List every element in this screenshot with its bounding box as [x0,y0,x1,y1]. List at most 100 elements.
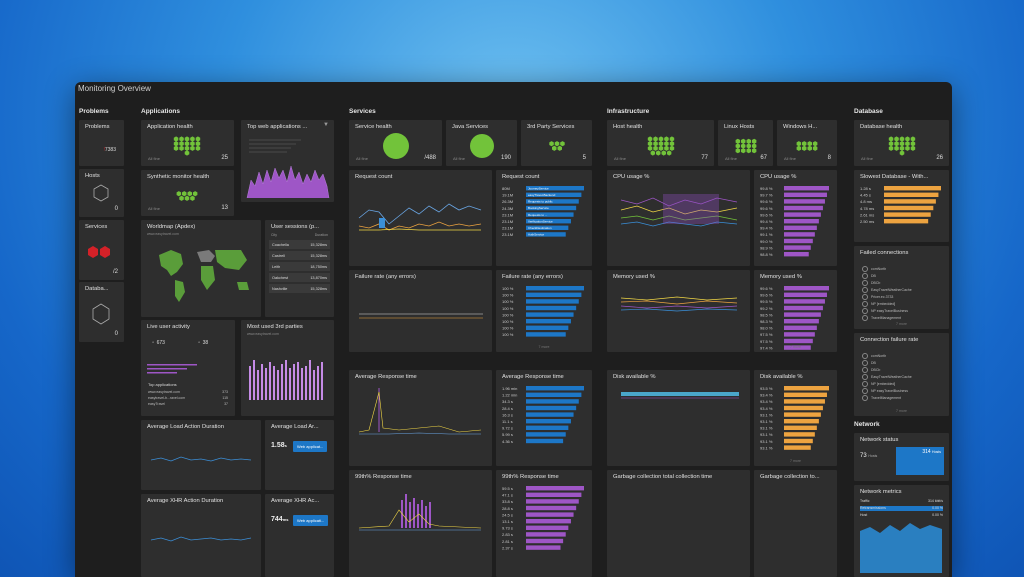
list-bar[interactable] [784,432,815,437]
list-bar[interactable] [784,392,827,397]
list-bar[interactable] [526,438,564,444]
list-bar[interactable] [784,192,827,197]
database-health-tile[interactable]: Database health All fine 26 [854,120,949,166]
avg-xhr-tile[interactable]: Average XHR Ac... 744ms Web applicati... [265,494,334,577]
list-bar[interactable] [526,332,566,337]
more-link[interactable]: 7 more [896,322,907,326]
list-bar[interactable] [526,225,569,230]
java-services-tile[interactable]: Java Services All fine 190 [446,120,517,166]
list-bar[interactable] [526,519,571,524]
list-bar[interactable] [784,232,815,237]
list-bar[interactable] [784,419,819,424]
avg-response-list-tile[interactable]: Average Response time 1.96 min 1.22 min 34… [496,370,592,466]
list-bar[interactable] [784,405,823,411]
request-count-chart-tile[interactable]: Request count [349,170,492,266]
list-item[interactable]: NP [embedded] [862,301,912,308]
list-bar[interactable] [784,438,813,444]
list-bar[interactable] [884,212,931,217]
memory-used-chart-tile[interactable]: Memory used % [607,270,750,352]
list-bar[interactable] [784,186,829,191]
network-metrics-tile[interactable]: Network metrics Traffic 314 kbit/s Retrans… [854,485,949,577]
list-bar[interactable] [526,299,579,304]
list-item[interactable]: TravelManagement [862,395,912,402]
list-bar[interactable] [884,192,939,197]
more-link[interactable]: 7 more [790,345,801,349]
list-item[interactable]: www.easytravel.com 373 [148,390,228,394]
list-bar[interactable] [526,286,584,291]
problems-tile[interactable]: Problems !7383 [79,120,124,166]
list-bar[interactable] [526,399,579,404]
list-bar[interactable] [784,292,827,297]
list-bar[interactable] [526,432,566,437]
list-bar[interactable] [784,199,825,204]
list-item[interactable]: EasyTravelWeatherCache [862,374,912,381]
more-link[interactable]: 7 more [538,345,550,349]
list-bar[interactable] [784,245,811,250]
services-problem-tile[interactable]: Services /2 [79,220,124,280]
list-item[interactable]: easytravel-b...ravel.com 115 [148,396,228,400]
metric-row[interactable]: Host 0.00 % [860,513,943,518]
list-bar[interactable] [526,386,584,391]
list-bar[interactable] [784,225,817,230]
disk-available-chart-tile[interactable]: Disk available % [607,370,750,466]
list-bar[interactable] [526,538,564,544]
list-bar[interactable] [784,205,823,211]
table-row[interactable]: Oakchest 13,870ms [269,273,330,282]
filter-icon[interactable]: ▼ [323,122,329,128]
avg-response-chart-tile[interactable]: Average Response time [349,370,492,466]
application-health-tile[interactable]: Application health All fine 25 [141,120,234,166]
list-item[interactable]: easyTravel 37 [148,402,228,406]
list-bar[interactable] [884,205,934,211]
failure-rate-list-tile[interactable]: Failure rate (any errors) 100 % 100 % 100 … [496,270,592,352]
list-item[interactable]: NP [embedded] [862,381,912,388]
third-parties-tile[interactable]: Most used 3rd parties www.easytravel.com [241,320,334,416]
list-bar[interactable] [526,212,574,217]
list-bar[interactable] [526,232,566,237]
table-row[interactable]: Castrell 15,328ms [269,251,330,260]
list-item[interactable]: NP easyTravelBusiness [862,388,912,395]
list-bar[interactable] [526,392,582,397]
list-item[interactable]: comNorth [862,266,912,273]
list-item[interactable]: comNorth [862,353,912,360]
memory-used-list-tile[interactable]: Memory used % 99.6 % 99.6 % 99.5 % 99.2 % 98… [754,270,837,352]
xhr-action-duration-tile[interactable]: Average XHR Action Duration [141,494,261,577]
list-bar[interactable] [526,545,561,550]
windows-hosts-tile[interactable]: Windows H... All fine 8 [777,120,837,166]
load-action-duration-tile[interactable]: Average Load Action Duration [141,420,261,490]
list-bar[interactable] [526,492,582,497]
list-bar[interactable] [526,325,569,330]
list-item[interactable]: Pricer.ec.3733 [862,294,912,301]
database-problem-tile[interactable]: Databa... 0 [79,282,124,342]
top-web-applications-tile[interactable]: Top web applications ... ▼ [241,120,334,202]
disk-available-list-tile[interactable]: Disk available % 93.5 % 93.4 % 93.4 % 93.4 … [754,370,837,466]
cpu-usage-list-tile[interactable]: CPU usage % 99.8 % 99.7 % 99.6 % 99.6 % 99.6… [754,170,837,266]
list-bar[interactable] [784,312,821,317]
list-bar[interactable] [784,252,809,257]
gc-to-tile[interactable]: Garbage collection to... [754,470,837,577]
more-link[interactable]: 7 more [896,409,907,413]
list-bar[interactable] [784,425,817,430]
metric-row[interactable]: Retransmissions 0.00 % [860,506,943,511]
request-count-list-tile[interactable]: Request count 80M JourneyService 19.1M easy… [496,170,592,266]
list-bar[interactable] [784,325,817,330]
list-item[interactable]: DBCb [862,280,912,287]
list-bar[interactable] [784,219,819,224]
list-item[interactable]: DB [862,360,912,367]
list-bar[interactable] [526,292,582,297]
list-bar[interactable] [526,312,574,317]
list-item[interactable]: DB [862,273,912,280]
list-bar[interactable] [784,338,813,344]
list-item[interactable]: TravelManagement [862,315,912,322]
service-health-tile[interactable]: Service health All fine /488 [349,120,442,166]
list-bar[interactable] [884,186,941,191]
web-applications-button[interactable]: Web applicati... [293,515,329,526]
list-bar[interactable] [784,299,825,304]
list-bar[interactable] [526,412,574,417]
p99-response-chart-tile[interactable]: 99th% Response time [349,470,492,577]
list-bar[interactable] [784,238,813,244]
list-bar[interactable] [784,399,825,404]
worldmap-tile[interactable]: Worldmap (Apdex) www.easytravel.com [141,220,261,317]
list-bar[interactable] [784,345,811,350]
failure-rate-chart-tile[interactable]: Failure rate (any errors) [349,270,492,352]
